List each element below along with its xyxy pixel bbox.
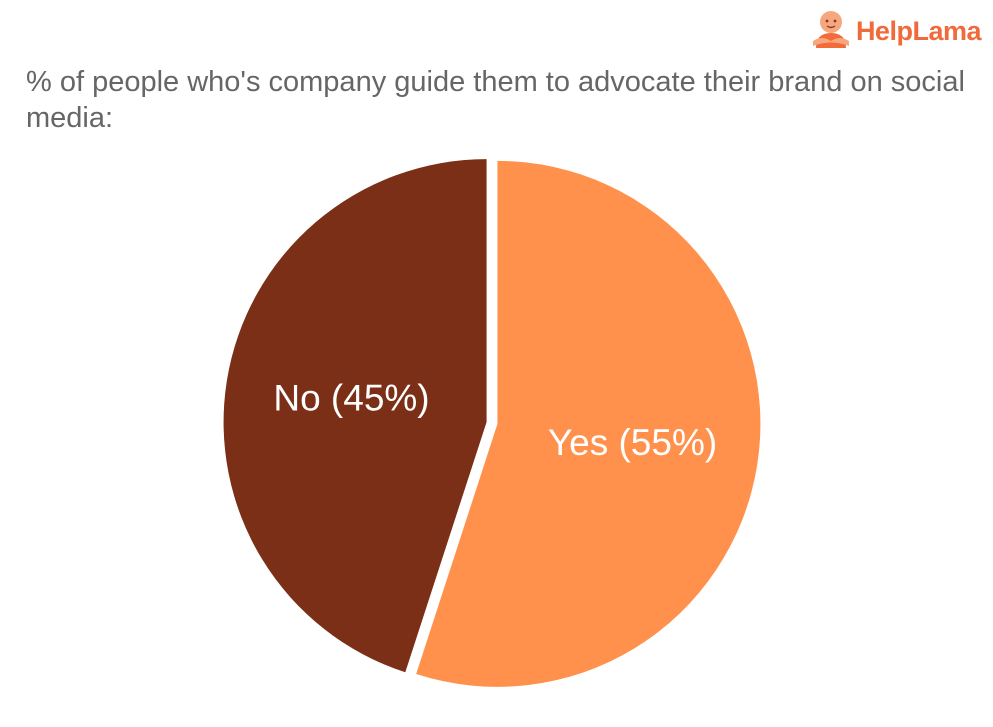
pie-slice-yes (416, 160, 761, 687)
pie-slice-no (223, 159, 487, 673)
logo-text-help: Help (855, 15, 913, 46)
chart-title: % of people who's company guide them to … (26, 66, 965, 134)
slice-label-yes: Yes (55%) (548, 422, 717, 463)
pie-labels: Yes (55%) No (45%) (273, 378, 717, 464)
pie-slices (223, 159, 761, 687)
logo-wordmark: HelpLama (855, 15, 982, 47)
logo-text-lama: Lama (912, 15, 981, 46)
monk-mascot-icon (812, 11, 849, 48)
helplama-logo: HelpLama (808, 8, 981, 54)
slice-label-no: No (45%) (273, 378, 429, 419)
